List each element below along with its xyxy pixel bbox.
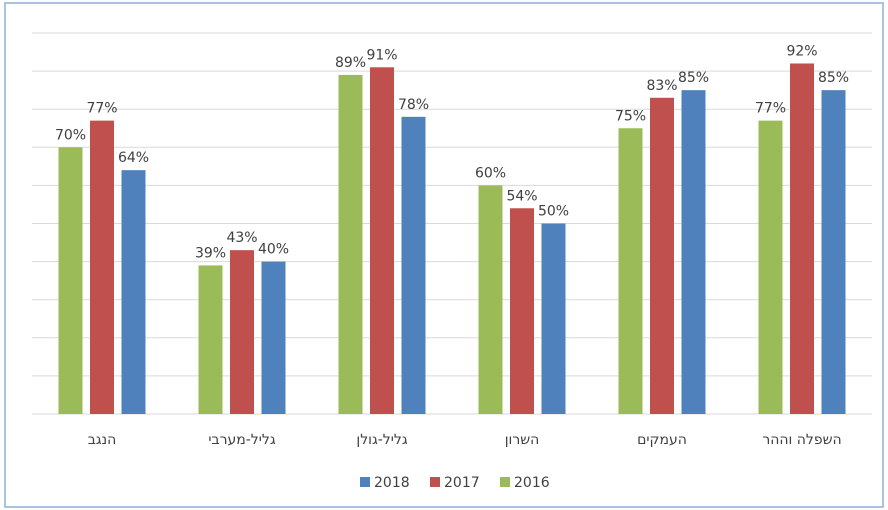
bar	[370, 67, 394, 414]
data-label: 89%	[335, 55, 366, 71]
data-label: 50%	[538, 204, 569, 220]
data-label: 85%	[818, 70, 849, 86]
bar	[510, 208, 534, 414]
bar	[121, 170, 146, 414]
legend-label: 2018	[374, 475, 410, 491]
data-label: 91%	[366, 47, 397, 63]
bar	[478, 185, 503, 414]
bar	[230, 250, 254, 414]
legend-swatch	[500, 477, 510, 487]
legend-label: 2016	[514, 475, 550, 491]
bar	[650, 97, 674, 415]
data-label: 85%	[678, 70, 709, 86]
chart-frame	[4, 2, 884, 508]
bar	[338, 74, 363, 414]
bar	[58, 147, 83, 415]
bar	[758, 120, 783, 414]
bar	[261, 261, 286, 414]
bar	[401, 116, 426, 414]
legend-swatch	[430, 477, 440, 487]
x-tick-label: השרון	[505, 432, 540, 448]
data-label: 60%	[475, 165, 506, 181]
bar	[790, 63, 814, 414]
data-label: 77%	[86, 101, 117, 117]
data-label: 92%	[786, 43, 817, 59]
legend-swatch	[360, 477, 370, 487]
data-label: 43%	[226, 230, 257, 246]
legend-label: 2017	[444, 475, 480, 491]
bar	[90, 120, 114, 414]
data-label: 77%	[755, 101, 786, 117]
x-tick-label: גליל-מערבי	[208, 432, 275, 448]
bar	[198, 265, 223, 414]
data-label: 70%	[55, 127, 86, 143]
data-label: 78%	[398, 97, 429, 113]
bar	[618, 128, 643, 414]
x-tick-label: העמקים	[637, 432, 687, 448]
x-tick-label: הנגב	[88, 432, 117, 448]
data-label: 54%	[506, 188, 537, 204]
x-tick-label: השפלה וההר	[762, 432, 841, 448]
data-label: 83%	[646, 78, 677, 94]
data-label: 40%	[258, 242, 289, 258]
bar	[681, 90, 706, 415]
data-label: 64%	[118, 150, 149, 166]
bar	[541, 223, 566, 414]
x-tick-label: גליל-גולן	[356, 432, 407, 448]
data-label: 39%	[195, 245, 226, 261]
data-label: 75%	[615, 108, 646, 124]
bar	[821, 90, 846, 415]
